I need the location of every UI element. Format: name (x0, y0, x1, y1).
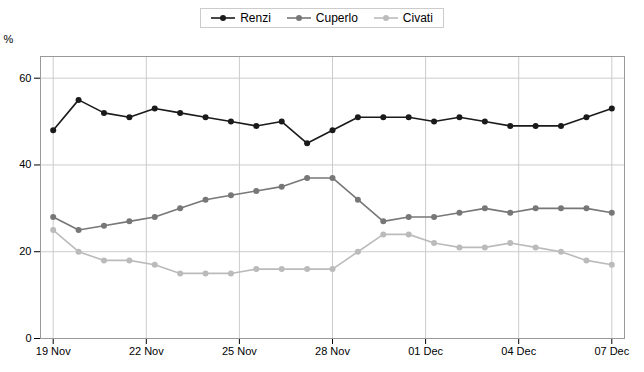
html-text:Cuperlo: Cuperlo (315, 11, 358, 25)
svg-text:07 Dec: 07 Dec (594, 345, 629, 357)
svg-text:0: 0 (25, 332, 31, 344)
svg-text:25 Nov: 25 Nov (222, 345, 257, 357)
svg-text:22 Nov: 22 Nov (129, 345, 164, 357)
svg-text:60: 60 (19, 72, 31, 84)
html-text:Renzi: Renzi (240, 11, 271, 25)
svg-text:28 Nov: 28 Nov (315, 345, 350, 357)
html-text:Civati: Civati (402, 11, 433, 25)
svg-text:01 Dec: 01 Dec (408, 345, 443, 357)
svg-text:04 Dec: 04 Dec (501, 345, 536, 357)
svg-text:19 Nov: 19 Nov (36, 345, 71, 357)
svg-text:%: % (4, 33, 14, 45)
svg-text:20: 20 (19, 245, 31, 257)
svg-text:40: 40 (19, 158, 31, 170)
